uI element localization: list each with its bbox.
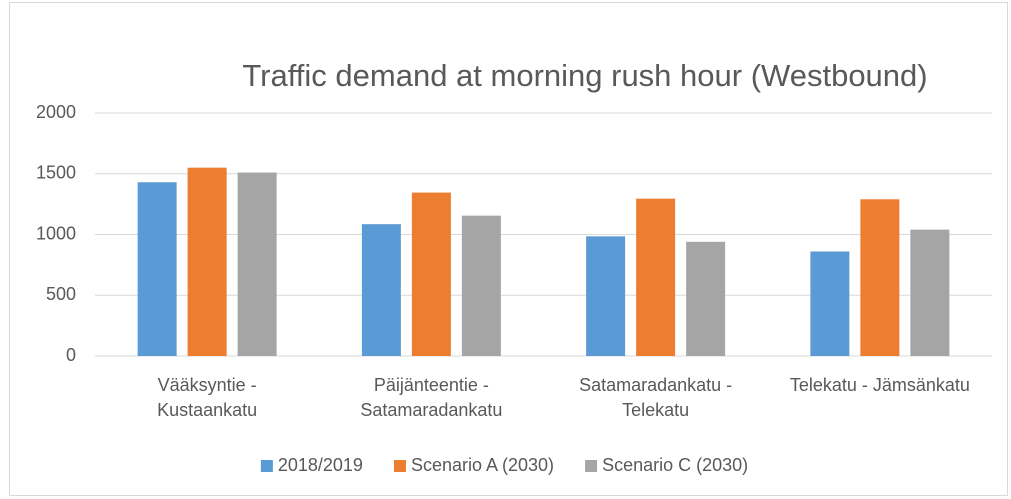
bar bbox=[461, 215, 501, 356]
y-tick-label: 500 bbox=[46, 284, 76, 304]
x-tick-label: Päijänteentie - Satamaradankatu bbox=[360, 375, 503, 420]
bar bbox=[187, 167, 227, 356]
x-tick-label: Telekatu - Jämsänkatu bbox=[789, 375, 970, 395]
y-tick-label: 2000 bbox=[36, 102, 76, 122]
legend-label: Scenario C (2030) bbox=[602, 455, 748, 475]
bar bbox=[636, 198, 676, 356]
x-tick-label: Vääksyntie - Kustaankatu bbox=[157, 375, 258, 420]
bar bbox=[237, 172, 277, 356]
x-tick-label: Satamaradankatu - Telekatu bbox=[579, 375, 733, 420]
bar bbox=[361, 224, 401, 356]
bar bbox=[810, 251, 850, 356]
y-tick-label: 1000 bbox=[36, 223, 76, 243]
legend-swatch bbox=[585, 460, 598, 472]
bar bbox=[137, 182, 177, 356]
bar bbox=[910, 229, 950, 356]
legend-label: 2018/2019 bbox=[278, 455, 363, 475]
chart-title: Traffic demand at morning rush hour (Wes… bbox=[242, 58, 927, 93]
bar bbox=[686, 241, 726, 356]
legend-swatch bbox=[260, 460, 273, 472]
y-tick-label: 1500 bbox=[36, 163, 76, 183]
bar bbox=[586, 236, 626, 356]
bar bbox=[411, 192, 451, 356]
bar bbox=[860, 199, 900, 356]
legend-label: Scenario A (2030) bbox=[411, 455, 554, 475]
legend-swatch bbox=[393, 460, 406, 472]
y-tick-label: 0 bbox=[66, 345, 76, 365]
